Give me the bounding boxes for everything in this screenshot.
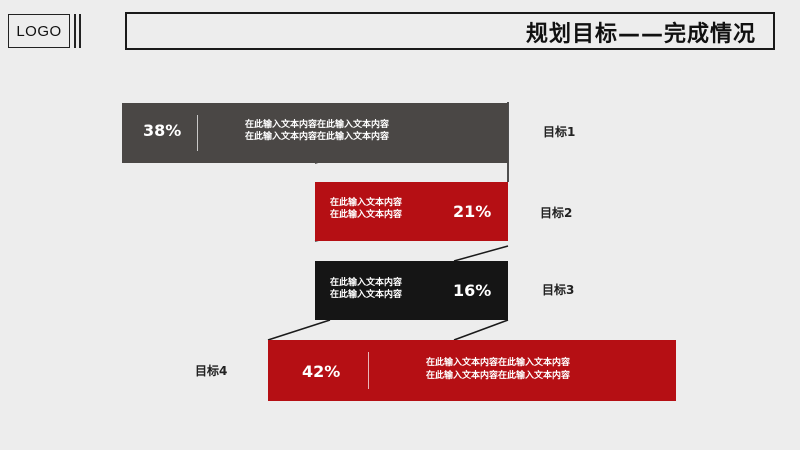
goal-bar-1 — [122, 103, 508, 163]
connector-line — [453, 245, 509, 262]
goal-1-label: 目标1 — [543, 125, 576, 139]
goal-2-label: 目标2 — [540, 206, 573, 220]
goal-3-label: 目标3 — [542, 283, 575, 297]
goal-4-description-line1: 在此输入文本内容在此输入文本内容 — [426, 358, 571, 368]
goal-2-description-line1: 在此输入文本内容 — [330, 198, 403, 208]
goal-bar-2 — [315, 182, 508, 241]
logo-text: LOGO — [16, 22, 62, 40]
goal-1-percent: 38% — [143, 121, 182, 140]
logo: LOGO — [8, 14, 70, 48]
goal-4-label: 目标4 — [195, 364, 228, 378]
goal-bar-4 — [268, 340, 676, 401]
connector-line — [453, 319, 509, 341]
goal-1-separator — [197, 115, 198, 151]
goal-1-description-line1: 在此输入文本内容在此输入文本内容 — [245, 120, 390, 130]
goal-bar-3 — [315, 261, 508, 320]
goal-4-percent: 42% — [302, 362, 341, 381]
logo-divider-line — [74, 14, 76, 48]
goal-3-description-line1: 在此输入文本内容 — [330, 278, 403, 288]
title-frame — [125, 12, 775, 50]
page-title: 规划目标——完成情况 — [525, 22, 756, 47]
goal-4-description-line2: 在此输入文本内容在此输入文本内容 — [426, 371, 571, 381]
goal-3-percent: 16% — [453, 281, 492, 300]
goal-2-description-line2: 在此输入文本内容 — [330, 210, 403, 220]
connector-line — [267, 319, 331, 341]
goal-2-percent: 21% — [453, 202, 492, 221]
goal-1-description-line2: 在此输入文本内容在此输入文本内容 — [245, 132, 390, 142]
logo-divider-line — [79, 14, 81, 48]
goal-4-separator — [368, 352, 369, 389]
goal-3-description-line2: 在此输入文本内容 — [330, 290, 403, 300]
